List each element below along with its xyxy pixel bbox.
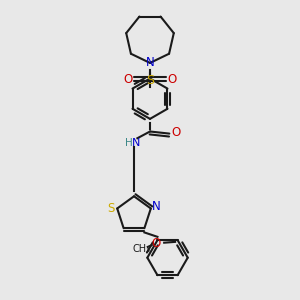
Text: S: S xyxy=(108,202,115,215)
Text: N: N xyxy=(132,138,141,148)
Text: O: O xyxy=(151,238,160,250)
Text: O: O xyxy=(124,73,133,86)
Text: H: H xyxy=(125,138,133,148)
Text: O: O xyxy=(171,126,180,139)
Text: CH₃: CH₃ xyxy=(133,244,151,254)
Text: N: N xyxy=(146,56,154,69)
Text: S: S xyxy=(146,74,154,87)
Text: O: O xyxy=(167,73,176,86)
Text: N: N xyxy=(152,200,161,213)
